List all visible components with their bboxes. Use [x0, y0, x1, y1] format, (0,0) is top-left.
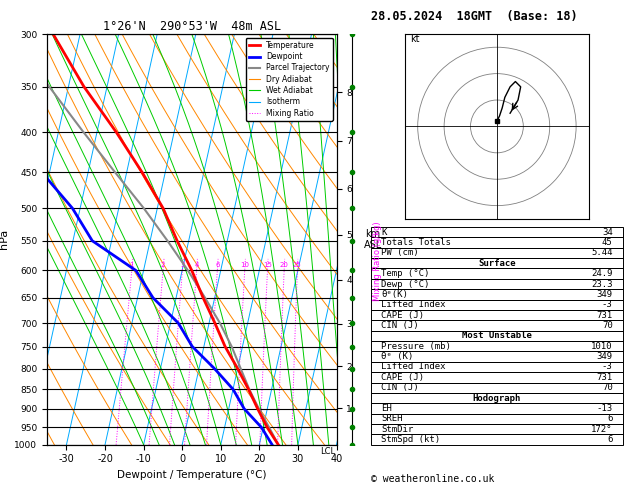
Bar — [371, 393, 623, 403]
Text: 28.05.2024  18GMT  (Base: 18): 28.05.2024 18GMT (Base: 18) — [371, 10, 577, 23]
Text: kt: kt — [409, 34, 420, 44]
Text: 24.9: 24.9 — [591, 269, 613, 278]
Text: Totals Totals: Totals Totals — [381, 238, 451, 247]
Text: 6: 6 — [607, 435, 613, 444]
Text: Dewp (°C): Dewp (°C) — [381, 279, 430, 289]
Bar — [371, 268, 623, 279]
Text: 45: 45 — [602, 238, 613, 247]
Text: θᵉ (K): θᵉ (K) — [381, 352, 413, 361]
Bar — [371, 289, 623, 299]
Text: Lifted Index: Lifted Index — [381, 300, 446, 309]
Text: CIN (J): CIN (J) — [381, 321, 419, 330]
Text: 4: 4 — [194, 262, 199, 268]
Text: CAPE (J): CAPE (J) — [381, 373, 424, 382]
Bar — [371, 351, 623, 362]
Y-axis label: hPa: hPa — [0, 229, 9, 249]
Text: StmSpd (kt): StmSpd (kt) — [381, 435, 440, 444]
Text: EH: EH — [381, 404, 392, 413]
Bar — [371, 330, 623, 341]
Bar — [371, 424, 623, 434]
Text: 349: 349 — [596, 290, 613, 299]
Text: 20: 20 — [280, 262, 289, 268]
Text: Lifted Index: Lifted Index — [381, 363, 446, 371]
Bar — [371, 320, 623, 330]
Bar — [371, 310, 623, 320]
Bar — [371, 362, 623, 372]
Text: 731: 731 — [596, 373, 613, 382]
Text: θᵉ(K): θᵉ(K) — [381, 290, 408, 299]
Text: Temp (°C): Temp (°C) — [381, 269, 430, 278]
Text: 6: 6 — [607, 414, 613, 423]
Bar — [371, 227, 623, 237]
Text: 349: 349 — [596, 352, 613, 361]
Text: K: K — [381, 228, 387, 237]
Text: LCL: LCL — [320, 447, 335, 456]
Text: CIN (J): CIN (J) — [381, 383, 419, 392]
Text: 1010: 1010 — [591, 342, 613, 351]
Bar — [371, 382, 623, 393]
Text: 2: 2 — [161, 262, 165, 268]
Text: 25: 25 — [293, 262, 302, 268]
Text: SREH: SREH — [381, 414, 403, 423]
Bar — [371, 248, 623, 258]
Bar — [371, 403, 623, 414]
Bar — [371, 414, 623, 424]
X-axis label: Dewpoint / Temperature (°C): Dewpoint / Temperature (°C) — [117, 470, 267, 480]
Bar — [371, 341, 623, 351]
Text: PW (cm): PW (cm) — [381, 248, 419, 258]
Text: 10: 10 — [240, 262, 249, 268]
Bar — [371, 237, 623, 248]
Text: 70: 70 — [602, 383, 613, 392]
Text: 70: 70 — [602, 321, 613, 330]
Text: Pressure (mb): Pressure (mb) — [381, 342, 451, 351]
Text: -13: -13 — [596, 404, 613, 413]
Text: StmDir: StmDir — [381, 425, 413, 434]
Text: 172°: 172° — [591, 425, 613, 434]
Text: CAPE (J): CAPE (J) — [381, 311, 424, 320]
Bar — [371, 434, 623, 445]
Text: 731: 731 — [596, 311, 613, 320]
Text: 23.3: 23.3 — [591, 279, 613, 289]
Text: -3: -3 — [602, 300, 613, 309]
Y-axis label: km
ASL: km ASL — [364, 228, 382, 250]
Text: 3: 3 — [180, 262, 184, 268]
Text: © weatheronline.co.uk: © weatheronline.co.uk — [371, 473, 494, 484]
Text: Surface: Surface — [478, 259, 516, 268]
Text: 5.44: 5.44 — [591, 248, 613, 258]
Bar — [371, 299, 623, 310]
Bar — [371, 258, 623, 268]
Text: 6: 6 — [215, 262, 220, 268]
Text: -3: -3 — [602, 363, 613, 371]
Text: Hodograph: Hodograph — [473, 394, 521, 402]
Text: 34: 34 — [602, 228, 613, 237]
Bar — [371, 279, 623, 289]
Legend: Temperature, Dewpoint, Parcel Trajectory, Dry Adiabat, Wet Adiabat, Isotherm, Mi: Temperature, Dewpoint, Parcel Trajectory… — [245, 38, 333, 121]
Title: 1°26'N  290°53'W  48m ASL: 1°26'N 290°53'W 48m ASL — [103, 20, 281, 33]
Text: Mixing Ratio (g/kg): Mixing Ratio (g/kg) — [373, 221, 382, 301]
Bar — [371, 372, 623, 382]
Text: 15: 15 — [263, 262, 272, 268]
Text: Most Unstable: Most Unstable — [462, 331, 532, 340]
Text: 1: 1 — [130, 262, 134, 268]
